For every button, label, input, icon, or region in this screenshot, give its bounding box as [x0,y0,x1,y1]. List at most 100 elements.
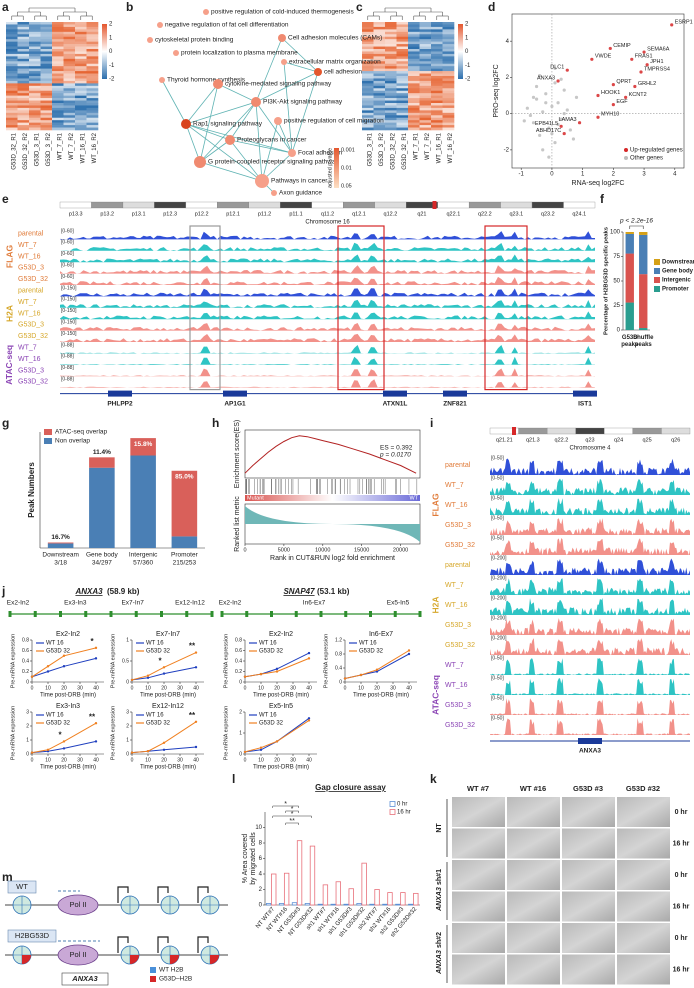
heatmap-cell [362,127,374,131]
network-edge [261,120,279,182]
heatmap-cell [40,71,53,74]
heatmap-cell [63,31,76,35]
signal-track [60,276,595,285]
colorbar-label: 0.01 [341,165,352,171]
heatmap-cell [408,44,420,47]
x-axis-label: Time post-DRB (min) [40,765,96,771]
heatmap-cell [419,46,432,50]
heatmap-cell [86,61,99,65]
heatmap-cell [75,78,87,82]
heatmap-cell [29,63,41,67]
heatmap-cell [75,49,87,52]
heatmap-cell [431,100,443,104]
heatmap-cell [52,110,64,114]
heatmap-cell [385,88,397,92]
heatmap-cell [396,85,409,89]
heatmap-cell [29,26,41,30]
heatmap-cell [385,34,397,38]
bar-segment [47,542,74,544]
heatmap-cell [40,110,53,114]
heatmap-cell [373,95,386,99]
heatmap-cell [362,107,374,111]
heatmap-cell [86,105,99,109]
label-box [7,880,37,894]
exon [369,611,372,617]
heatmap-cell [63,46,76,50]
gene-exons [443,390,467,397]
heatmap-cell [396,112,409,116]
gene-label: TMPRSS4 [644,66,670,72]
heatmap-cell [396,105,409,109]
legend-swatch [389,801,396,807]
data-point [642,50,646,54]
heatmap-cell [6,127,18,131]
significance-bracket [285,822,299,825]
gene-size: (53.1 kb) [317,587,350,596]
heatmap-cell [40,34,53,38]
nucleosome [200,895,220,915]
x-tick-label: 30 [177,757,183,763]
heatmap-cell [408,115,420,119]
heatmap-cell [408,51,420,55]
series-line [31,740,97,754]
legend-label: WT 16 [146,641,164,647]
ideogram-band [59,201,92,209]
ideogram-band [217,201,249,209]
column-label: G53D_32_R1 [11,132,17,169]
heatmap-cell [40,125,53,128]
heatmap-cell [40,56,53,60]
x-tick-label: 5000 [278,547,290,553]
y-tick-label: 0.4 [335,665,342,671]
heatmap-cell [29,31,41,35]
heatmap-cell [52,88,64,92]
x-tick-label: 40 [306,757,312,763]
track-range: [0-150] [61,331,77,337]
count-label: 215/253 [173,560,197,567]
series-line [31,647,97,678]
heatmap-cell [75,36,87,40]
heatmap-cell [52,83,64,87]
term-label: positive regulation of cold-induced ther… [211,9,354,16]
band-label: q25 [643,437,652,443]
data-point [645,63,649,67]
heatmap-cell [373,80,386,84]
heatmap-cell [419,107,432,111]
heatmap-cell [63,103,76,106]
band-label: p13.1 [132,211,146,217]
heatmap-cell [29,105,41,109]
network-node [194,156,206,168]
feature-label: Ex7-In7 [121,600,144,607]
heatmap-cell [408,56,420,60]
heatmap-cell [396,98,409,101]
heatmap-cell [385,100,397,104]
data-point [538,74,542,78]
y-axis-label: Pre-mRNA expression [110,706,116,760]
heatmap-cell [373,73,386,77]
heatmap-cell [6,115,18,119]
ideogram-band [91,201,124,209]
heatmap-cell [86,88,99,92]
network-edge [185,123,201,163]
time-label: 0 hr [675,872,688,879]
track-range: [0-200] [491,595,507,601]
signal-track [60,368,595,377]
heatmap-cell [385,76,397,79]
x-tick-label: 10 [145,685,151,691]
series-line [244,652,310,678]
colorbar-label: 0.05 [341,183,352,189]
heatmap-cell [385,73,397,77]
heatmap-cell [408,110,420,114]
term-label: protein localization to plasma membrane [181,50,298,57]
heatmap-cell [63,61,76,65]
heatmap-cell [52,36,64,40]
heatmap-cell [86,127,99,131]
heatmap-cell [396,31,409,35]
heatmap-cell [6,31,18,35]
heatmap-cell [442,93,455,96]
heatmap-cell [396,58,409,62]
heatmap-cell [29,112,41,116]
time-label: 0 hr [675,935,688,942]
heatmap-cell [408,39,420,42]
x-tick-label: 20 [61,757,67,763]
column-label: G53D_32_R1 [402,132,408,169]
